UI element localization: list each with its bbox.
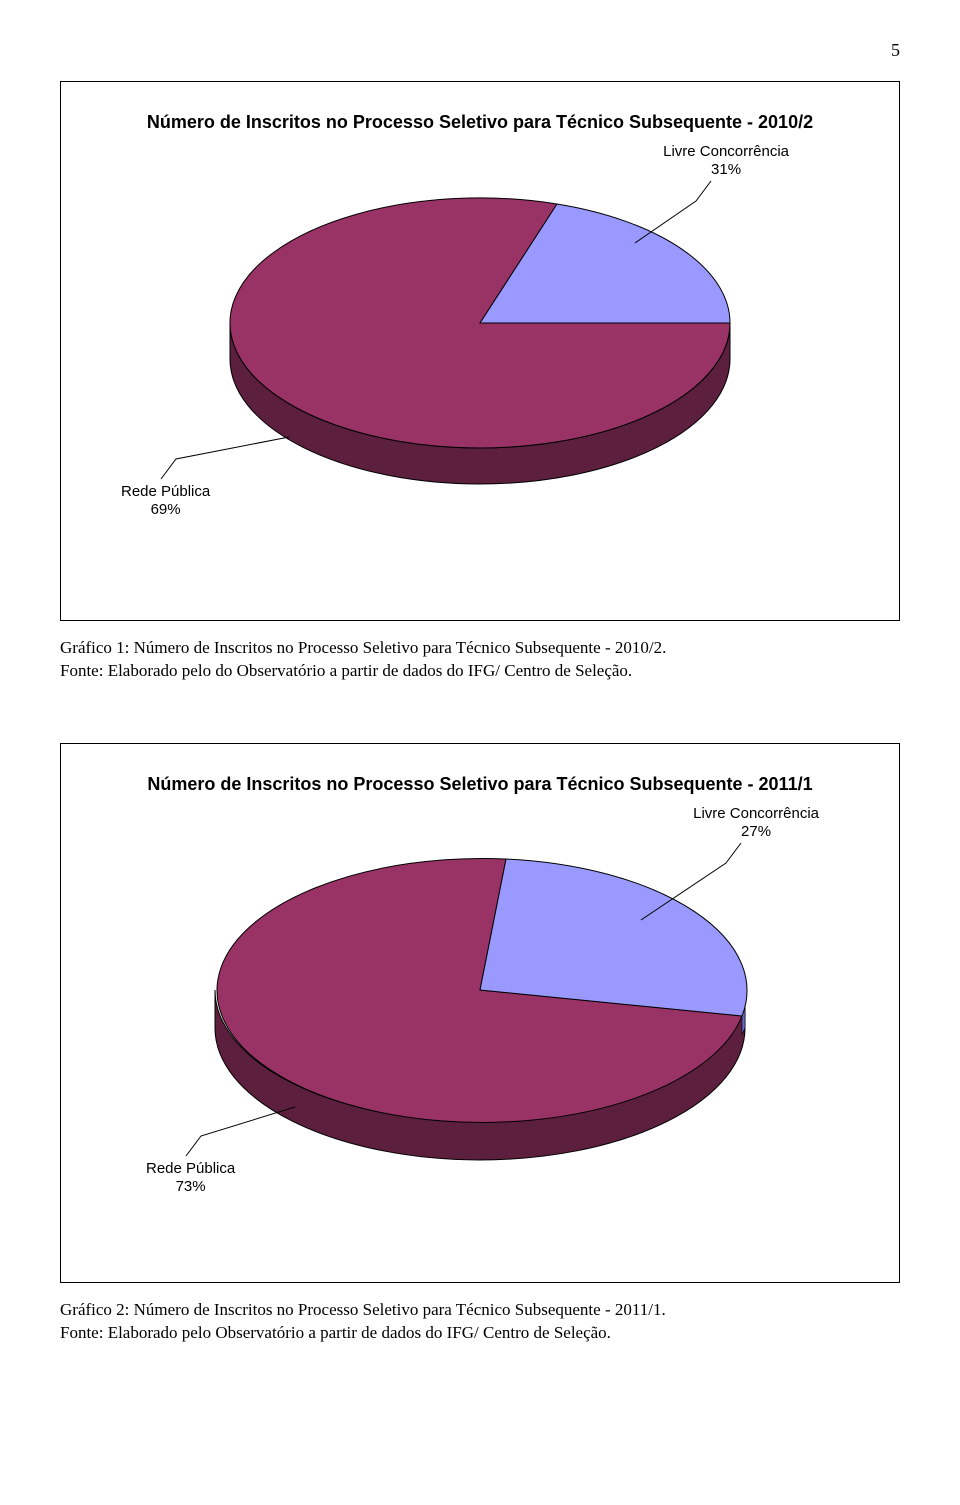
chart2-slice0-top (480, 859, 747, 1016)
chart2-pie-wrap: Livre Concorrência 27% Rede Pública 73% (81, 805, 879, 1225)
chart1-pie-wrap: Livre Concorrência 31% Rede Pública 69% (81, 143, 879, 563)
chart2-slice0-callout: Livre Concorrência 27% (693, 805, 819, 841)
page-number: 5 (60, 40, 900, 61)
chart1-caption: Gráfico 1: Número de Inscritos no Proces… (60, 637, 900, 683)
chart2-slice1-callout: Rede Pública 73% (146, 1160, 235, 1196)
chart1-slice1-callout: Rede Pública 69% (121, 483, 210, 519)
chart1-slice0-label: Livre Concorrência (663, 143, 789, 160)
chart2-slice0-label: Livre Concorrência (693, 805, 819, 822)
chart1-caption-line1: Gráfico 1: Número de Inscritos no Proces… (60, 638, 666, 657)
chart2-caption-line1: Gráfico 2: Número de Inscritos no Proces… (60, 1300, 666, 1319)
chart1-slice0-percent: 31% (711, 161, 741, 178)
chart2-container: Número de Inscritos no Processo Seletivo… (60, 743, 900, 1283)
chart1-caption-line2: Fonte: Elaborado pelo do Observatório a … (60, 661, 632, 680)
chart1-container: Número de Inscritos no Processo Seletivo… (60, 81, 900, 621)
chart2-slice1-percent: 73% (176, 1178, 206, 1195)
chart2-title: Número de Inscritos no Processo Seletivo… (81, 774, 879, 795)
chart2-caption-line2: Fonte: Elaborado pelo Observatório a par… (60, 1323, 611, 1342)
chart1-slice0-callout: Livre Concorrência 31% (663, 143, 789, 179)
chart1-slice1-label: Rede Pública (121, 483, 210, 500)
chart2-caption: Gráfico 2: Número de Inscritos no Proces… (60, 1299, 900, 1345)
chart2-pie-svg (170, 805, 790, 1195)
chart1-slice1-percent: 69% (151, 501, 181, 518)
chart1-title: Número de Inscritos no Processo Seletivo… (81, 112, 879, 133)
chart2-slice1-label: Rede Pública (146, 1160, 235, 1177)
chart2-slice0-percent: 27% (741, 823, 771, 840)
chart1-pie-svg (180, 143, 780, 523)
